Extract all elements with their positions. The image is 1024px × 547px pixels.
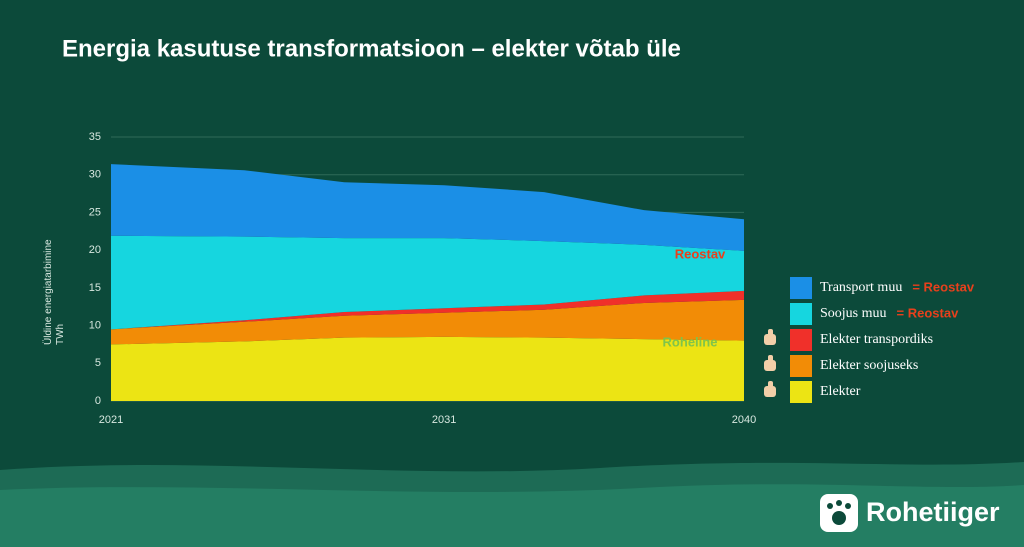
- x-tick-label: 2021: [99, 414, 123, 426]
- logo-paw: [832, 511, 846, 525]
- area: [111, 336, 744, 401]
- legend-swatch: [790, 329, 812, 351]
- thumbs-up-icon: [764, 360, 776, 371]
- logo-paw: [827, 503, 833, 509]
- logo: Rohetiiger: [820, 494, 1000, 532]
- y-tick-label: 30: [89, 169, 101, 181]
- x-tick-label: 2040: [732, 414, 756, 426]
- y-tick-label: 10: [89, 319, 101, 331]
- y-axis-label: Üldine energiatarbimineTWh: [42, 239, 66, 345]
- legend-swatch: [790, 381, 812, 403]
- thumbs-up-icon: [768, 329, 773, 336]
- thumbs-up-icon: [768, 355, 773, 362]
- legend-label: Elekter: [820, 384, 861, 399]
- legend-label: Soojus muu: [820, 306, 887, 321]
- y-tick-label: 15: [89, 282, 101, 294]
- title: Energia kasutuse transformatsioon – elek…: [62, 35, 681, 62]
- legend-label: Transport muu: [820, 280, 902, 295]
- x-tick-label: 2031: [432, 414, 456, 426]
- y-axis-label-line: TWh: [55, 324, 66, 345]
- logo-paw: [845, 503, 851, 509]
- thumbs-up-icon: [768, 381, 773, 388]
- legend-label: Elekter soojuseks: [820, 358, 918, 373]
- annotation: Reostav: [675, 246, 726, 261]
- legend-note: = Reostav: [912, 279, 975, 294]
- logo-paw: [836, 500, 842, 506]
- legend-label: Elekter transpordiks: [820, 332, 933, 347]
- y-tick-label: 20: [89, 244, 101, 256]
- area: [111, 290, 744, 330]
- area: [111, 164, 744, 251]
- thumbs-up-icon: [764, 334, 776, 345]
- area: [111, 299, 744, 345]
- legend-swatch: [790, 355, 812, 377]
- wave: [0, 484, 1024, 547]
- y-tick-label: 35: [89, 131, 101, 143]
- y-tick-label: 5: [95, 357, 101, 369]
- legend-swatch: [790, 277, 812, 299]
- area: [111, 235, 744, 330]
- annotation: Roheline: [663, 334, 718, 349]
- y-axis-label-line: Üldine energiatarbimine: [42, 239, 54, 345]
- y-tick-label: 25: [89, 206, 101, 218]
- thumbs-up-icon: [764, 386, 776, 397]
- brand: Rohetiiger: [866, 497, 1000, 527]
- legend-swatch: [790, 303, 812, 325]
- legend-note: = Reostav: [897, 305, 960, 320]
- y-tick-label: 0: [95, 395, 101, 407]
